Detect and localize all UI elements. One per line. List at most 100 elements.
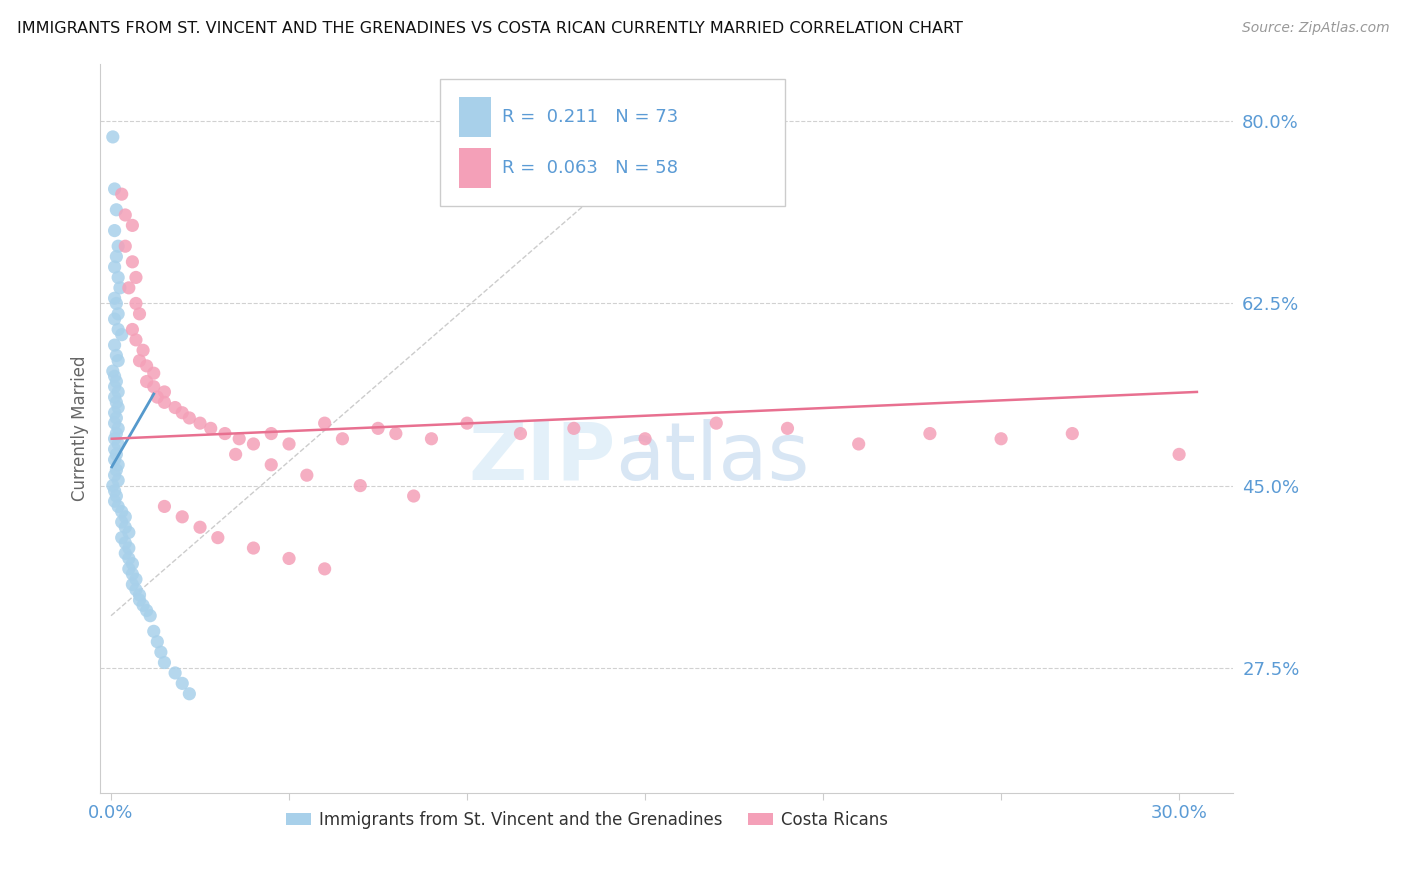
Point [111,327,134,342]
Point [200,421,222,435]
Point [188,520,211,534]
Point [634,432,657,446]
Point [132,343,155,358]
Point [104,380,127,394]
Bar [460,148,491,188]
Point [172,676,194,690]
Point [107,421,129,435]
Point [172,509,194,524]
Point [332,432,354,446]
Point [125,270,148,285]
Point [146,634,169,648]
Point [153,500,176,514]
Point [107,270,129,285]
Point [104,468,127,483]
Point [105,202,128,217]
Text: atlas: atlas [616,418,810,497]
Point [104,390,127,404]
Point [172,406,194,420]
Point [114,546,136,560]
Point [125,333,148,347]
Point [165,665,187,680]
Point [107,458,129,472]
Point [105,395,128,409]
Point [118,562,141,576]
Point [260,458,283,472]
Point [121,219,143,233]
Point [128,353,150,368]
Point [105,349,128,363]
Point [125,296,148,310]
Point [104,260,127,274]
Point [135,375,157,389]
Point [104,291,127,305]
Point [104,369,127,384]
Text: R =  0.063   N = 58: R = 0.063 N = 58 [502,160,678,178]
Point [104,452,127,467]
Point [132,599,155,613]
Point [105,426,128,441]
Point [121,322,143,336]
Point [848,437,870,451]
Point [139,608,162,623]
Point [107,239,129,253]
Point [314,416,336,430]
Point [105,296,128,310]
Point [107,384,129,399]
Point [146,390,169,404]
Point [118,525,141,540]
Point [104,442,127,457]
Point [121,567,143,582]
Point [107,474,129,488]
Point [107,353,129,368]
Point [107,307,129,321]
Point [118,551,141,566]
Point [228,432,250,446]
Point [104,416,127,430]
Point [107,322,129,336]
Point [153,395,176,409]
Point [104,494,127,508]
Point [260,426,283,441]
Point [420,432,443,446]
Point [242,437,264,451]
Point [149,645,172,659]
Point [142,380,165,394]
Point [509,426,531,441]
Point [107,401,129,415]
Point [385,426,408,441]
Point [225,447,247,461]
Point [179,411,201,425]
Point [125,582,148,597]
Point [314,562,336,576]
FancyBboxPatch shape [440,78,786,206]
Point [125,572,148,586]
Point [456,416,478,430]
Point [104,483,127,498]
Point [214,426,236,441]
Point [278,551,301,566]
Point [704,416,727,430]
Point [990,432,1012,446]
Point [118,541,141,555]
Point [104,312,127,326]
Point [918,426,941,441]
Point [562,421,585,435]
Y-axis label: Currently Married: Currently Married [72,356,89,501]
Point [105,411,128,425]
Point [105,447,128,461]
Point [1062,426,1084,441]
Point [367,421,389,435]
Point [104,182,127,196]
Point [135,603,157,617]
Point [121,255,143,269]
Point [111,531,134,545]
Text: R =  0.211   N = 73: R = 0.211 N = 73 [502,108,679,127]
Point [104,406,127,420]
Point [135,359,157,373]
Point [142,366,165,380]
Point [153,656,176,670]
Point [349,478,371,492]
Point [278,437,301,451]
Point [107,500,129,514]
